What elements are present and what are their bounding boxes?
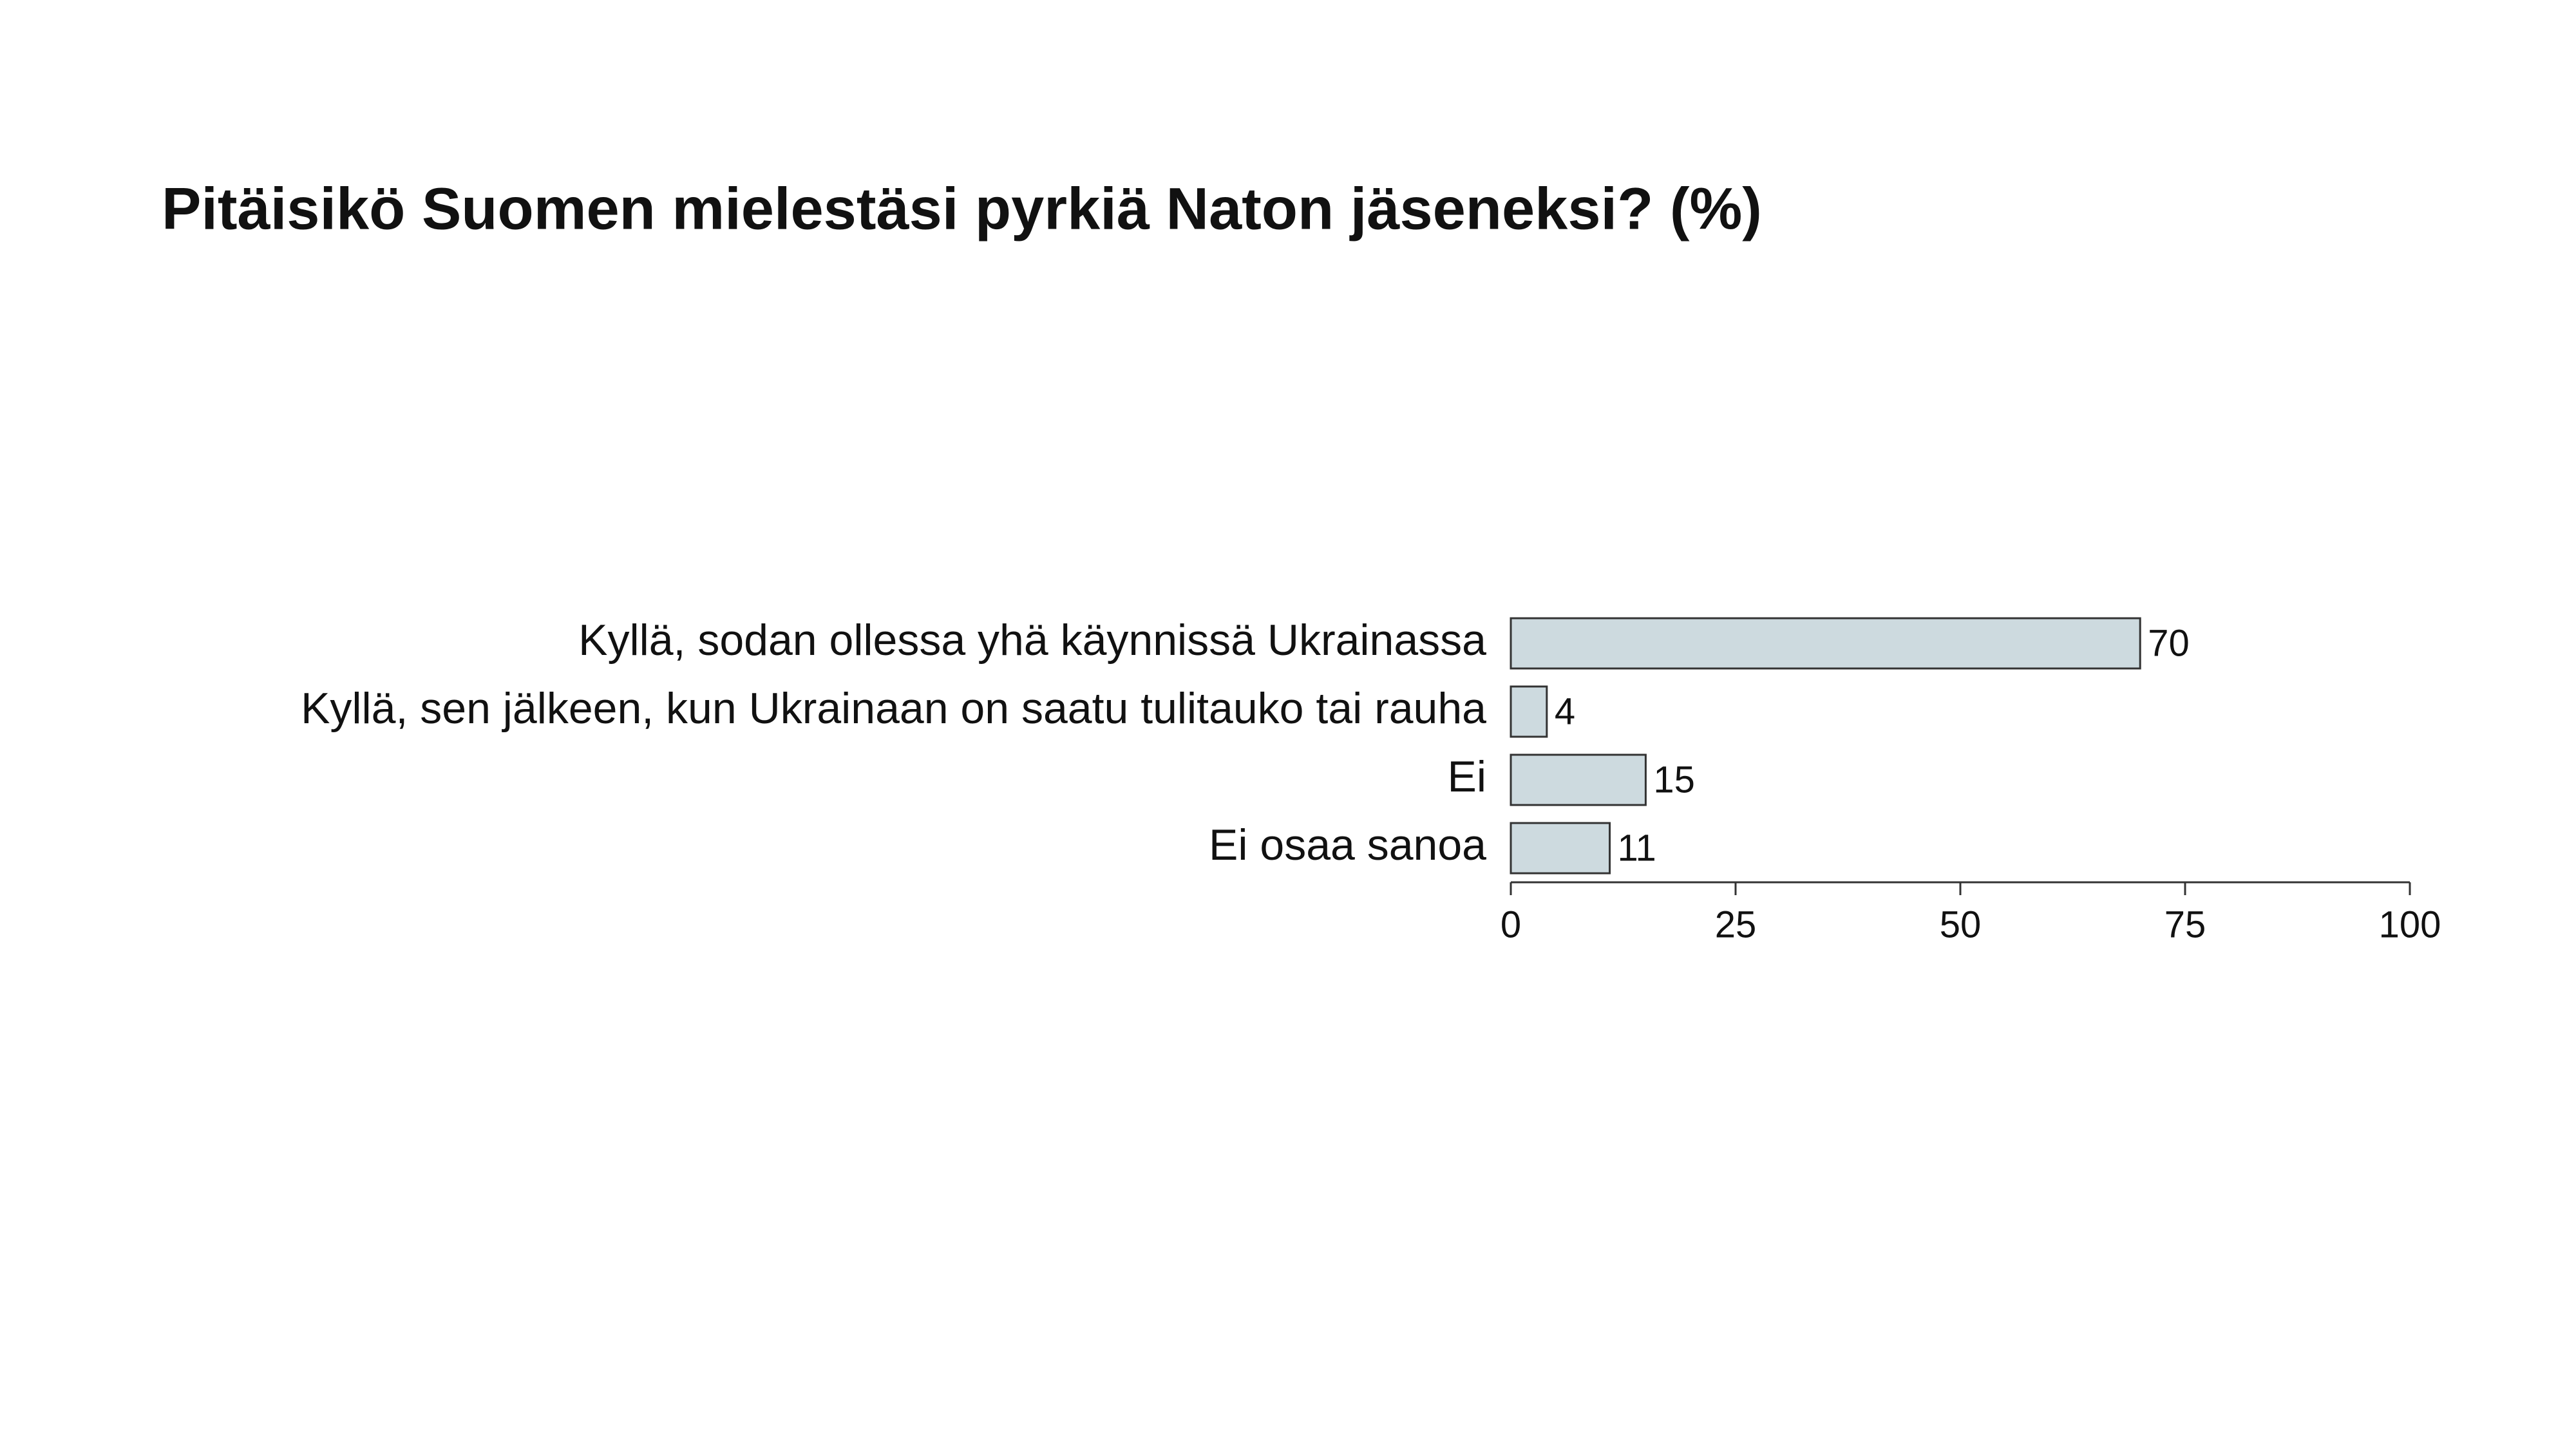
y-tick-label: Kyllä, sen jälkeen, kun Ukrainaan on saa… [301,684,1486,733]
y-tick-label: Ei [1448,752,1486,801]
x-tick-label: 100 [2379,904,2441,945]
bar [1510,822,1611,875]
y-tick-label: Ei osaa sanoa [1209,820,1486,869]
value-label: 4 [1555,690,1575,732]
chart-title: Pitäisikö Suomen mielestäsi pyrkiä Naton… [162,176,1762,242]
bar [1510,685,1548,738]
x-tick-label: 0 [1501,904,1521,945]
x-tick-label: 50 [1940,904,1982,945]
x-tick-label: 75 [2164,904,2206,945]
value-label: 70 [2148,622,2190,664]
bar [1510,617,2141,670]
y-tick-label: Kyllä, sodan ollessa yhä käynnissä Ukrai… [578,616,1486,665]
bar [1510,753,1647,806]
value-label: 15 [1653,759,1695,800]
value-label: 11 [1618,827,1656,869]
x-tick-label: 25 [1715,904,1757,945]
